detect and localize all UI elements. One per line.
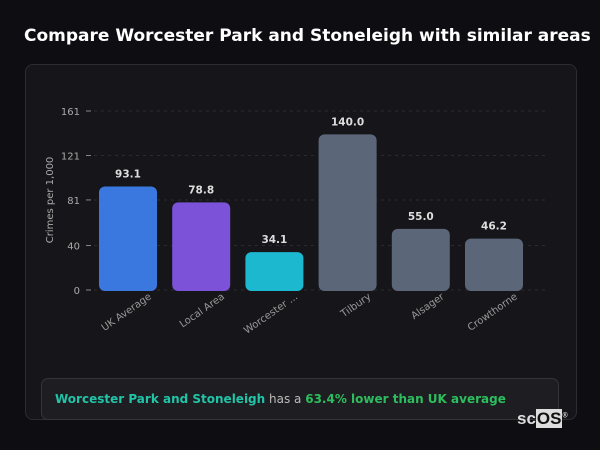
category-label: Tilbury: [338, 291, 373, 320]
y-tick-label: 0: [74, 286, 80, 297]
value-label: 93.1: [115, 168, 141, 180]
y-tick-label: 121: [61, 151, 80, 162]
value-label: 78.8: [188, 184, 214, 196]
value-label: 34.1: [261, 234, 287, 246]
category-label: Local Area: [178, 291, 227, 330]
value-label: 55.0: [408, 211, 434, 223]
area-name: Worcester Park and Stoneleigh: [55, 392, 266, 406]
y-axis-label: Crimes per 1,000: [45, 157, 56, 244]
bar-2: [245, 252, 304, 291]
category-label: UK Average: [100, 291, 154, 333]
category-label: Worcester ...: [242, 291, 300, 336]
bar-3: [318, 134, 377, 291]
category-label: Alsager: [409, 291, 447, 322]
y-tick-label: 40: [67, 242, 80, 253]
callout-text: has a: [265, 392, 306, 406]
y-tick-label: 81: [67, 196, 80, 207]
page-title: Compare Worcester Park and Stoneleigh wi…: [24, 26, 591, 46]
comparison-stat: 63.4% lower than UK average: [305, 392, 506, 406]
bar-5: [465, 238, 523, 291]
y-tick-label: 161: [61, 107, 80, 118]
bar-1: [172, 202, 231, 291]
bar-0: [99, 186, 157, 291]
summary-callout: Worcester Park and Stoneleigh has a 63.4…: [41, 378, 559, 420]
category-label: Crowthorne: [466, 291, 520, 333]
value-label: 46.2: [481, 221, 507, 233]
value-label: 140.0: [331, 116, 364, 128]
bar-4: [391, 228, 450, 291]
scos-logo: scOS®: [517, 409, 568, 428]
